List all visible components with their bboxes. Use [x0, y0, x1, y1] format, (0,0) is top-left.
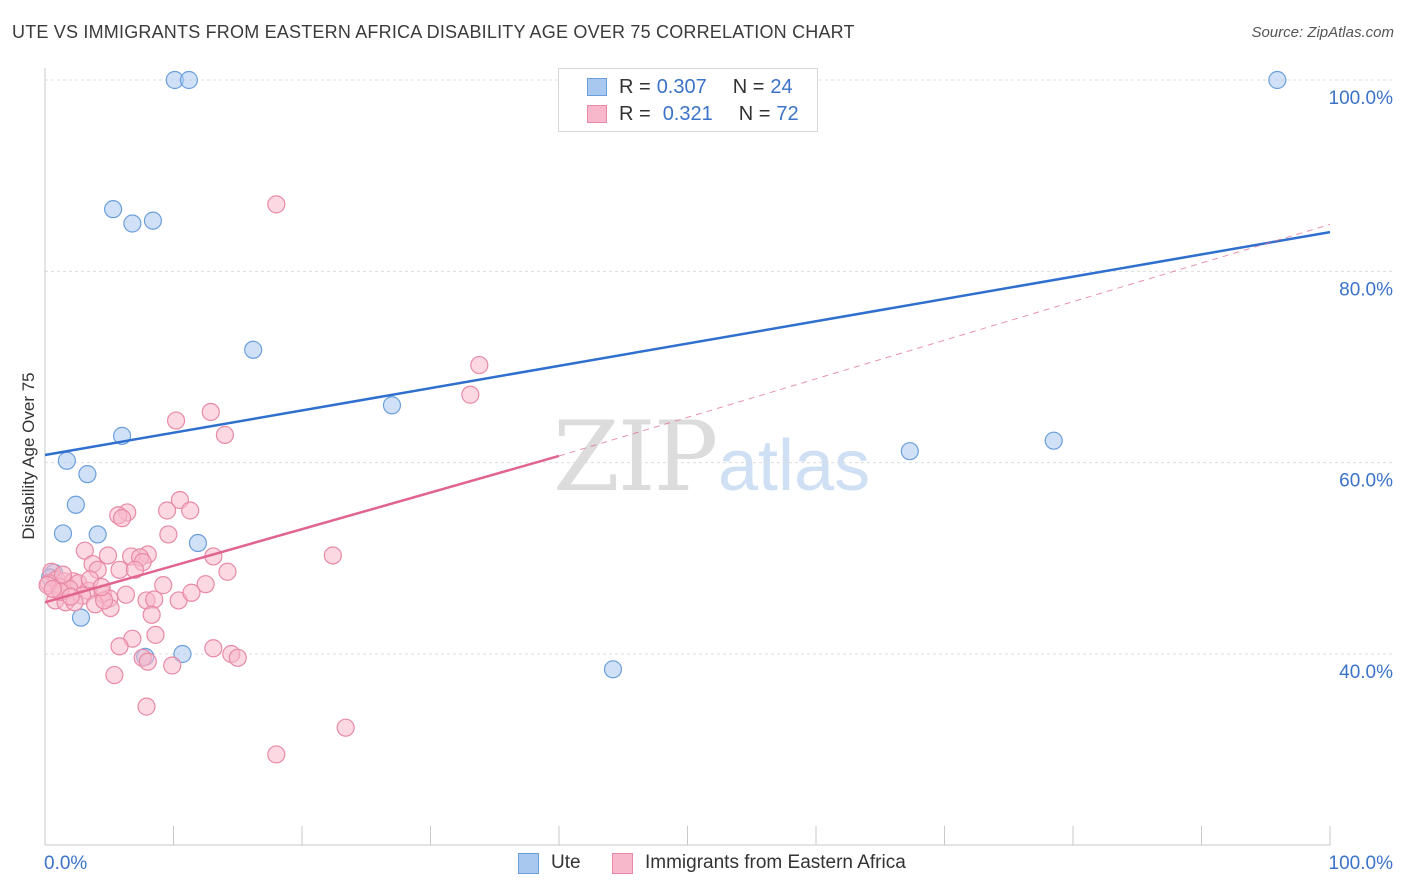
imm-point: [146, 625, 165, 644]
legend-n-value-imm: 72: [776, 102, 799, 125]
imm-point: [116, 585, 136, 604]
ute-point: [244, 340, 263, 359]
imm-trendline-extension: [558, 223, 1331, 457]
legend-r-value-imm: 0.321: [662, 102, 713, 125]
watermark-zip: ZIP: [553, 401, 716, 513]
ute-point: [900, 442, 919, 461]
legend-swatch-ute: [587, 78, 607, 96]
legend-n-value-ute: 24: [770, 75, 793, 98]
imm-point: [323, 546, 342, 565]
legend-n-label-imm: N =: [738, 102, 771, 125]
imm-point: [112, 509, 132, 528]
watermark-atlas: atlas: [718, 426, 870, 506]
legend-row-ute: R = 0.307 N = 24: [587, 75, 793, 99]
legend-r-label-imm: R =: [619, 102, 651, 125]
imm-point: [204, 639, 223, 658]
ute-point: [104, 200, 123, 219]
legend-r-value-ute: 0.307: [656, 75, 707, 98]
ute-point: [173, 644, 192, 664]
imm-point: [154, 576, 173, 595]
series-legend-imm: Immigrants from Eastern Africa: [612, 852, 906, 874]
series-label-imm: Immigrants from Eastern Africa: [645, 852, 906, 873]
imm-point: [336, 718, 355, 737]
y-tick-label: 60.0%: [1339, 471, 1393, 492]
series-legend: Ute Immigrants from Eastern Africa: [0, 852, 1406, 876]
legend-swatch-imm: [587, 105, 607, 123]
imm-point: [182, 583, 201, 602]
ute-point: [88, 525, 107, 544]
series-legend-ute: Ute: [518, 852, 581, 874]
imm-point: [201, 402, 220, 422]
imm-point: [105, 665, 124, 685]
imm-point: [43, 579, 62, 599]
ute-point: [179, 70, 199, 90]
imm-point: [159, 525, 178, 544]
imm-point: [98, 546, 118, 565]
imm-point: [215, 425, 234, 445]
imm-point: [138, 652, 157, 671]
ute-point: [382, 396, 402, 415]
imm-point: [137, 697, 156, 716]
ute-point: [71, 608, 91, 627]
ute-point: [53, 524, 73, 543]
stats-legend: R = 0.307 N = 24 R = 0.321 N = 72: [558, 68, 818, 132]
ute-point: [57, 451, 76, 470]
ute-point: [188, 533, 208, 553]
y-tick-label: 80.0%: [1339, 279, 1393, 300]
ute-point: [1268, 70, 1287, 90]
x-tick-label-max: 100.0%: [1329, 853, 1394, 874]
legend-row-imm: R = 0.321 N = 72: [587, 102, 799, 126]
imm-point: [218, 562, 237, 581]
x-tick-label-min: 0.0%: [44, 853, 87, 874]
imm-point: [110, 560, 129, 579]
imm-point: [110, 637, 129, 656]
imm-point: [196, 575, 215, 594]
series-swatch-ute: [518, 852, 539, 874]
imm-point: [157, 501, 177, 520]
imm-point: [267, 745, 286, 764]
ute-trendline: [44, 230, 1331, 457]
series-label-ute: Ute: [551, 852, 581, 873]
chart-title: UTE VS IMMIGRANTS FROM EASTERN AFRICA DI…: [12, 22, 855, 42]
y-tick-label: 40.0%: [1339, 662, 1393, 683]
series-swatch-imm: [612, 852, 633, 874]
ute-point: [123, 214, 142, 233]
source-label: Source: ZipAtlas.com: [1251, 24, 1394, 41]
imm-point: [461, 385, 480, 404]
imm-point: [181, 501, 200, 520]
ute-point: [603, 660, 623, 679]
ute-point: [66, 495, 85, 514]
imm-point: [142, 605, 161, 624]
legend-n-label-ute: N =: [732, 75, 765, 98]
imm-trendline: [44, 454, 560, 604]
imm-point: [53, 565, 73, 584]
y-tick-label: 100.0%: [1329, 88, 1394, 109]
imm-point: [163, 656, 182, 675]
imm-point: [470, 355, 489, 375]
ute-point: [78, 465, 97, 484]
imm-point: [267, 195, 286, 214]
ute-point: [143, 211, 163, 230]
imm-point: [75, 541, 94, 560]
imm-point: [125, 560, 145, 579]
imm-point: [228, 648, 247, 667]
legend-r-label-ute: R =: [619, 75, 651, 98]
y-axis-label: Disability Age Over 75: [19, 372, 38, 539]
ute-point: [1044, 431, 1063, 450]
imm-point: [166, 411, 186, 430]
